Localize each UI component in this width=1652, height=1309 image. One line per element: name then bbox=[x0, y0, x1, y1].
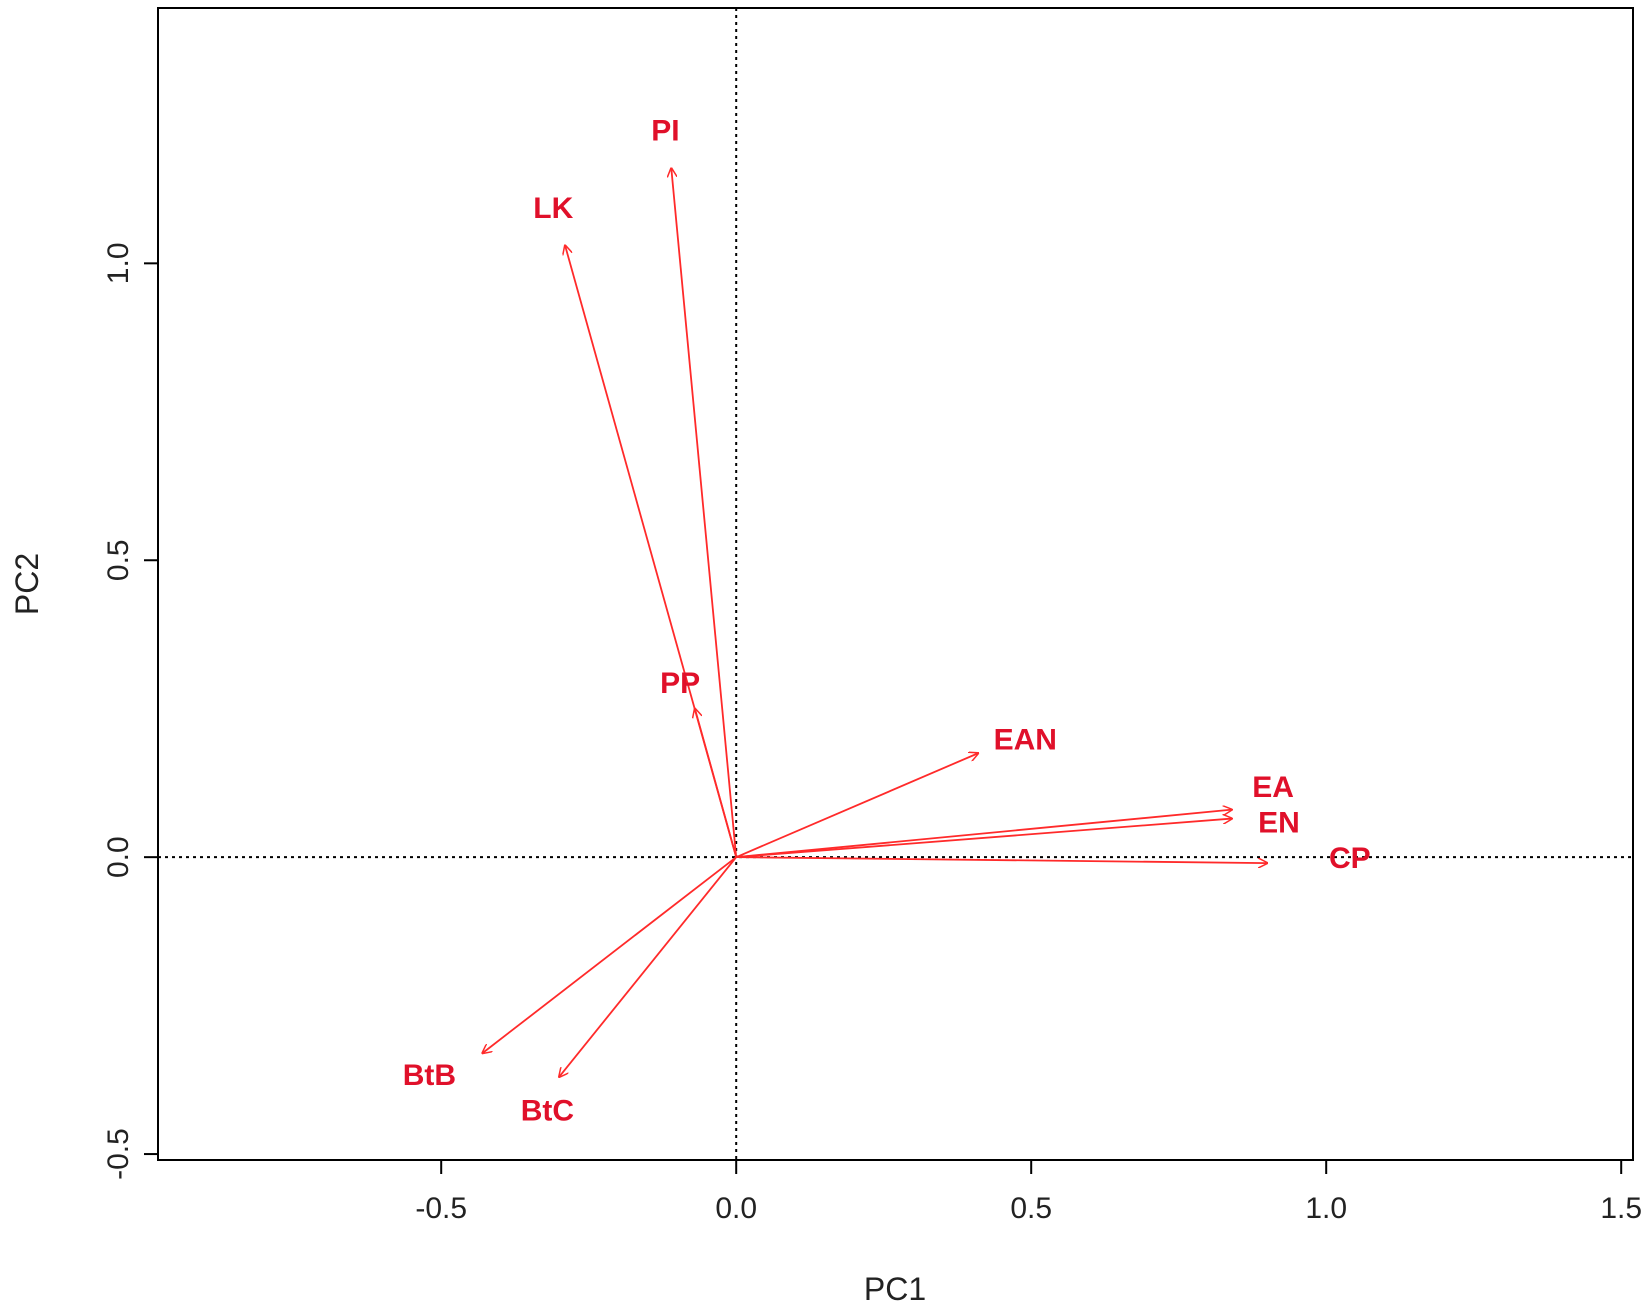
vector-label-ean: EAN bbox=[994, 723, 1057, 756]
vector-arrow-pp bbox=[695, 709, 738, 858]
vector-arrow-en bbox=[736, 819, 1232, 859]
vector-label-ea: EA bbox=[1252, 771, 1294, 804]
y-tick-label: 1.0 bbox=[102, 242, 135, 284]
vector-arrow-btb bbox=[483, 856, 737, 1053]
x-tick-label: -0.5 bbox=[415, 1192, 467, 1225]
vector-arrow-cp bbox=[736, 856, 1267, 863]
x-axis-title: PC1 bbox=[864, 1271, 926, 1307]
vector-label-lk: LK bbox=[533, 192, 573, 225]
vector-arrow-ean bbox=[735, 753, 978, 858]
vector-arrow-ea bbox=[736, 810, 1232, 859]
vector-arrow-pi bbox=[671, 168, 738, 858]
x-tick-label: 1.0 bbox=[1305, 1192, 1347, 1225]
vector-label-cp: CP bbox=[1329, 842, 1371, 875]
vector-label-en: EN bbox=[1258, 806, 1300, 839]
y-axis-title: PC2 bbox=[9, 553, 45, 615]
vector-label-pp: PP bbox=[660, 667, 700, 700]
x-tick-label: 1.5 bbox=[1600, 1192, 1642, 1225]
vector-label-pi: PI bbox=[651, 115, 679, 148]
x-tick-label: 0.0 bbox=[715, 1192, 757, 1225]
plot-frame bbox=[157, 7, 1634, 1161]
y-tick-label: -0.5 bbox=[102, 1128, 135, 1180]
vector-label-btc: BtC bbox=[521, 1094, 574, 1127]
y-tick-label: 0.0 bbox=[102, 836, 135, 878]
vector-label-btb: BtB bbox=[403, 1059, 456, 1092]
y-tick-label: 0.5 bbox=[102, 539, 135, 581]
vector-arrow-btc bbox=[559, 856, 737, 1077]
x-tick-label: 0.5 bbox=[1010, 1192, 1052, 1225]
